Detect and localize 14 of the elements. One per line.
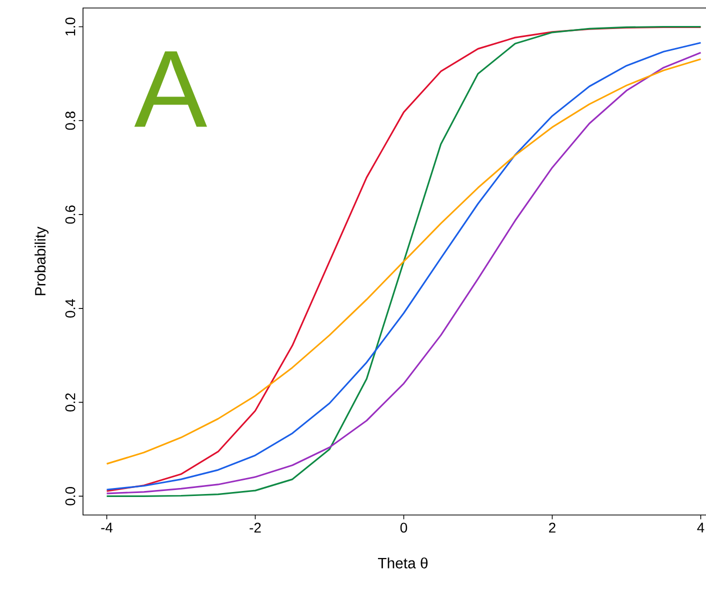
x-tick-label: 4 [697, 522, 704, 532]
x-tick-label: 0 [400, 522, 408, 533]
annotation: A [134, 51, 208, 127]
y-axis-title: Probability [34, 226, 49, 296]
y-tick-label: 0.6 [65, 205, 76, 224]
x-tick-label: -2 [250, 522, 261, 532]
x-tick-label: 2 [549, 522, 556, 532]
y-tick-label: 0.8 [65, 112, 76, 130]
y-tick-label: 0.4 [65, 299, 76, 318]
y-tick-label: 0.2 [65, 393, 76, 412]
x-tick-label: -4 [101, 522, 113, 532]
x-axis-title: Theta θ [378, 557, 428, 568]
y-tick-label: 1.0 [65, 18, 76, 36]
y-tick-label: 0.0 [65, 487, 76, 506]
